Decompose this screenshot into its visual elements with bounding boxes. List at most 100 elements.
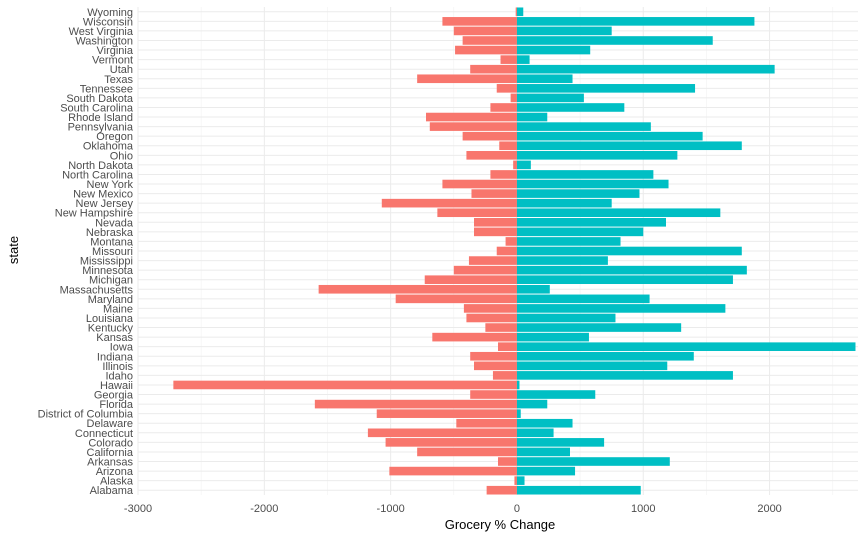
negative-bar-delaware bbox=[456, 418, 517, 428]
y-tick-label: Oklahoma bbox=[83, 141, 134, 153]
y-tick-label: Ohio bbox=[110, 150, 133, 162]
positive-bar-mississippi bbox=[516, 256, 608, 265]
x-tick-label: -2000 bbox=[250, 503, 278, 515]
positive-bar-alabama bbox=[516, 485, 641, 495]
positive-bar-district-of-columbia bbox=[516, 409, 521, 418]
positive-bar-texas bbox=[516, 74, 573, 84]
positive-bar-kentucky bbox=[516, 323, 682, 332]
positive-bar-nevada bbox=[516, 217, 666, 227]
x-tick-labels: -3000 -2000 -1000 0 1000 2000 bbox=[124, 503, 782, 515]
y-tick-label: California bbox=[87, 447, 134, 459]
positive-bar-north-carolina bbox=[516, 170, 654, 179]
negative-bar-pennsylvania bbox=[429, 122, 517, 131]
negative-bar-wyoming bbox=[515, 7, 517, 17]
y-tick-label: New Jersey bbox=[76, 198, 134, 210]
positive-bar-idaho bbox=[516, 371, 733, 380]
negative-bar-hawaii bbox=[173, 380, 517, 390]
positive-bar-new-york bbox=[516, 179, 669, 189]
positive-bar-wyoming bbox=[516, 7, 524, 17]
positive-bar-arkansas bbox=[516, 457, 670, 466]
y-tick-label: North Dakota bbox=[68, 160, 134, 172]
positive-bar-michigan bbox=[516, 275, 733, 285]
y-tick-label: Maine bbox=[103, 303, 133, 315]
negative-bar-massachusetts bbox=[318, 284, 517, 294]
negative-bar-south-carolina bbox=[490, 103, 517, 112]
negative-bar-nebraska bbox=[474, 227, 517, 237]
positive-bar-minnesota bbox=[516, 265, 747, 275]
negative-bar-arkansas bbox=[498, 457, 517, 466]
negative-bar-idaho bbox=[492, 371, 517, 380]
positive-bar-new-hampshire bbox=[516, 208, 721, 218]
positive-bar-hawaii bbox=[516, 380, 520, 390]
negative-bar-rhode-island bbox=[426, 112, 517, 122]
y-tick-label: Iowa bbox=[110, 342, 134, 354]
y-tick-label: Maryland bbox=[88, 294, 133, 306]
negative-bar-wisconsin bbox=[442, 17, 517, 26]
negative-bar-ohio bbox=[466, 151, 517, 160]
negative-bar-illinois bbox=[474, 361, 517, 371]
positive-bar-arizona bbox=[516, 466, 576, 476]
y-tick-label: Tennessee bbox=[80, 83, 133, 95]
negative-bar-iowa bbox=[498, 342, 517, 351]
positive-bar-south-dakota bbox=[516, 93, 584, 103]
positive-bar-oklahoma bbox=[516, 141, 742, 151]
negative-bar-florida bbox=[314, 399, 517, 409]
x-tick-label: -3000 bbox=[124, 503, 152, 515]
negative-bar-mississippi bbox=[468, 256, 517, 265]
positive-bar-north-dakota bbox=[516, 160, 531, 170]
y-tick-label: Arizona bbox=[96, 466, 134, 478]
negative-bar-south-dakota bbox=[510, 93, 517, 103]
y-tick-label: Texas bbox=[104, 74, 133, 86]
negative-bar-minnesota bbox=[453, 265, 517, 275]
negative-bar-colorado bbox=[385, 438, 517, 447]
negative-bar-utah bbox=[470, 64, 517, 74]
positive-bar-delaware bbox=[516, 418, 573, 428]
negative-bar-texas bbox=[417, 74, 517, 84]
negative-bar-new-jersey bbox=[381, 198, 517, 208]
y-tick-label: Colorado bbox=[88, 437, 133, 449]
y-tick-label: Connecticut bbox=[75, 428, 133, 440]
positive-bar-georgia bbox=[516, 390, 596, 399]
y-tick-label: South Carolina bbox=[60, 102, 134, 114]
positive-bar-oregon bbox=[516, 131, 703, 141]
negative-bar-missouri bbox=[496, 246, 517, 256]
negative-bar-new-hampshire bbox=[437, 208, 517, 218]
negative-bar-montana bbox=[505, 237, 517, 246]
y-tick-label: Alabama bbox=[90, 485, 134, 497]
y-tick-label: Oregon bbox=[96, 131, 133, 143]
positive-bar-louisiana bbox=[516, 313, 616, 323]
x-tick-label: -1000 bbox=[377, 503, 405, 515]
negative-bar-indiana bbox=[470, 351, 517, 361]
y-tick-label: Idaho bbox=[105, 370, 133, 382]
positive-bar-nebraska bbox=[516, 227, 644, 237]
x-tick-label: 2000 bbox=[757, 503, 781, 515]
y-tick-label: District of Columbia bbox=[38, 409, 134, 421]
positive-bar-pennsylvania bbox=[516, 122, 651, 131]
y-tick-label: Wisconsin bbox=[83, 16, 133, 28]
negative-bar-oregon bbox=[462, 131, 517, 141]
y-tick-label: Utah bbox=[110, 64, 133, 76]
positive-bar-south-carolina bbox=[516, 103, 625, 112]
positive-bar-new-jersey bbox=[516, 198, 612, 208]
y-tick-label: Massachusetts bbox=[60, 284, 134, 296]
y-tick-label: Montana bbox=[90, 236, 134, 248]
positive-bar-washington bbox=[516, 36, 713, 45]
negative-bar-kentucky bbox=[485, 323, 517, 332]
positive-bar-wisconsin bbox=[516, 17, 755, 26]
positive-bar-missouri bbox=[516, 246, 742, 256]
y-tick-label: North Carolina bbox=[62, 169, 134, 181]
positive-bar-alaska bbox=[516, 476, 525, 485]
negative-bar-maryland bbox=[395, 294, 517, 304]
y-axis-title: state bbox=[6, 236, 21, 264]
negative-bar-connecticut bbox=[367, 428, 517, 438]
x-tick-label: 1000 bbox=[631, 503, 655, 515]
x-tick-label: 0 bbox=[514, 503, 520, 515]
negative-bar-louisiana bbox=[466, 313, 517, 323]
negative-bar-new-york bbox=[442, 179, 517, 189]
positive-bar-rhode-island bbox=[516, 112, 548, 122]
positive-bar-maryland bbox=[516, 294, 650, 304]
y-tick-label: New York bbox=[87, 179, 134, 191]
negative-bar-georgia bbox=[470, 390, 517, 399]
positive-bar-tennessee bbox=[516, 84, 696, 93]
